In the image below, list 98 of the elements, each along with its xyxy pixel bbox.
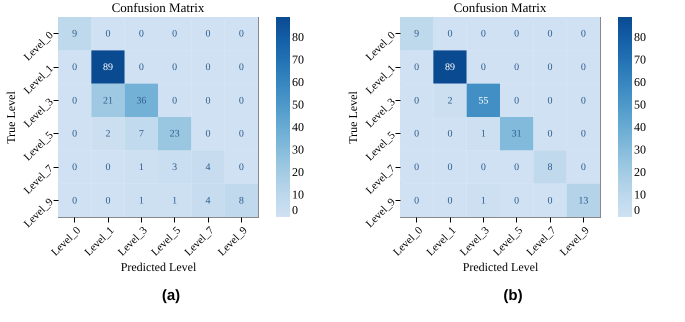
color-bar-label: 60 — [292, 75, 304, 90]
data-label: 0 — [514, 162, 520, 173]
data-label: 0 — [548, 95, 552, 106]
data-label: 31 — [512, 128, 522, 140]
data-label: 9 — [72, 28, 78, 40]
data-label: 0 — [106, 28, 110, 40]
data-label: 0 — [72, 95, 78, 106]
data-label: 0 — [72, 195, 78, 206]
data-label: 89 — [103, 62, 113, 73]
y-axis-title: True Level — [4, 90, 18, 144]
data-label: 0 — [480, 62, 486, 73]
color-bar-label: 50 — [634, 98, 646, 112]
data-label: 0 — [206, 95, 210, 106]
data-label: 1 — [480, 195, 486, 206]
data-label: 7 — [138, 128, 144, 140]
color-bar-label: 30 — [634, 142, 646, 157]
data-label: 0 — [548, 195, 552, 206]
data-label: 0 — [138, 62, 144, 73]
color-bar-label: 40 — [634, 120, 646, 134]
data-label: 0 — [548, 28, 552, 40]
data-label: 0 — [238, 62, 244, 73]
data-label: 0 — [580, 95, 586, 106]
data-label: 0 — [548, 128, 552, 140]
data-label: 0 — [514, 28, 520, 40]
color-bar-label: 60 — [634, 75, 646, 90]
data-label: 0 — [172, 28, 178, 40]
text: (b) — [502, 287, 524, 304]
data-label: 8 — [238, 195, 244, 206]
data-label: 0 — [72, 62, 78, 73]
data-label: 0 — [448, 128, 452, 140]
color-bar-label: 0 — [292, 203, 298, 217]
data-label: 0 — [206, 28, 210, 40]
data-label: 0 — [480, 162, 486, 173]
data-label: 0 — [414, 128, 420, 140]
data-label: 0 — [72, 162, 78, 173]
data-label: 0 — [414, 62, 420, 73]
chart-title: Confusion Matrix — [454, 0, 547, 15]
data-label: 4 — [206, 195, 210, 206]
color-bar-label: 80 — [634, 30, 646, 44]
data-label: 1 — [138, 195, 144, 206]
data-label: 0 — [172, 62, 178, 73]
data-label: 0 — [238, 128, 244, 140]
data-label: 0 — [72, 128, 78, 140]
color-bar-label: 30 — [292, 142, 304, 157]
y-axis-title: True Level — [346, 90, 360, 144]
data-label: 0 — [580, 128, 586, 140]
data-label: 0 — [238, 162, 244, 173]
data-label: 8 — [548, 162, 552, 173]
data-label: 4 — [206, 162, 210, 173]
color-bar-label: 70 — [634, 52, 646, 67]
data-label: 0 — [580, 162, 586, 173]
color-bar-label: 10 — [292, 188, 304, 202]
data-label: 0 — [138, 28, 144, 40]
data-label: 55 — [478, 95, 488, 106]
data-label: 0 — [448, 162, 452, 173]
data-label: 1 — [480, 128, 486, 140]
data-label: 0 — [414, 162, 420, 173]
color-bar-label: 10 — [634, 188, 646, 202]
data-label: 0 — [548, 62, 552, 73]
x-axis-title: Predicted Level — [120, 260, 197, 274]
data-label: 89 — [445, 62, 455, 73]
data-label: 0 — [514, 62, 520, 73]
data-label: 0 — [206, 128, 210, 140]
data-label: 0 — [106, 195, 110, 206]
data-label: 2 — [106, 128, 110, 140]
data-label: 0 — [514, 195, 520, 206]
data-label: 36 — [136, 95, 146, 106]
data-label: 23 — [170, 128, 180, 140]
data-label: 9 — [414, 28, 420, 40]
color-bar-label: 80 — [292, 30, 304, 44]
data-label: 0 — [448, 195, 452, 206]
data-label: 0 — [414, 95, 420, 106]
data-label: 1 — [172, 195, 178, 206]
data-label: 0 — [514, 95, 520, 106]
data-label: 0 — [106, 162, 110, 173]
data-label: 0 — [172, 95, 178, 106]
data-label: 0 — [206, 62, 210, 73]
color-bar-label: 20 — [634, 165, 646, 180]
data-label: 3 — [172, 162, 178, 173]
data-label: 2 — [448, 95, 452, 106]
data-label: 0 — [238, 28, 244, 40]
color-bar-label: 70 — [292, 52, 304, 67]
data-label: 0 — [238, 95, 244, 106]
data-label: 13 — [578, 195, 588, 206]
color-bar-label: 40 — [292, 120, 304, 134]
data-label: 0 — [414, 195, 420, 206]
data-label: 0 — [580, 62, 586, 73]
chart-title: Confusion Matrix — [112, 0, 205, 15]
data-label: 0 — [448, 28, 452, 40]
data-label: 1 — [138, 162, 144, 173]
text: (a) — [160, 287, 182, 304]
color-bar-label: 20 — [292, 165, 304, 180]
data-label: 0 — [580, 28, 586, 40]
x-axis-title: Predicted Level — [462, 260, 539, 274]
data-label: 21 — [103, 95, 113, 106]
data-label: 0 — [480, 28, 486, 40]
color-bar-label: 0 — [634, 203, 640, 217]
color-bar-label: 50 — [292, 98, 304, 112]
